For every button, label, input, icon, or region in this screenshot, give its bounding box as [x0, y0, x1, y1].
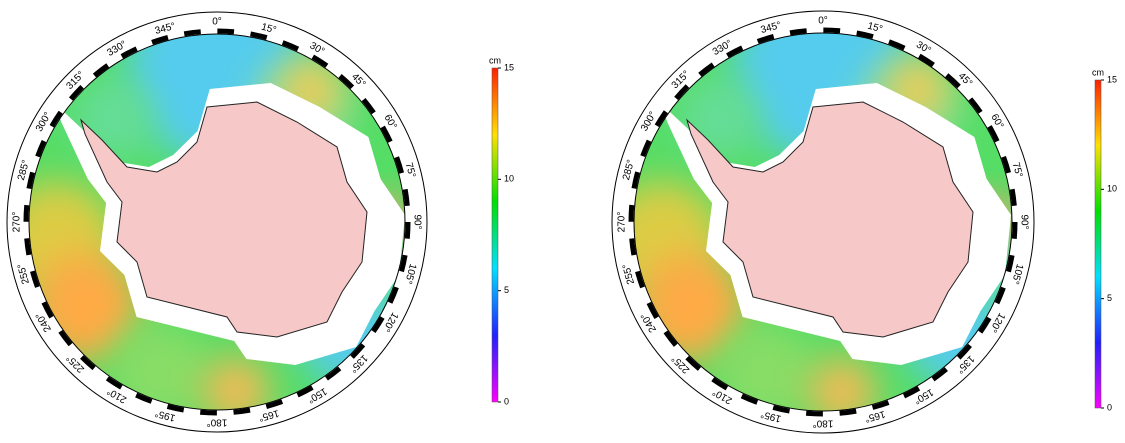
longitude-label: 255°	[621, 263, 637, 286]
longitude-label: 285°	[16, 159, 32, 182]
longitude-label: 15°	[260, 22, 277, 37]
longitude-label: 0°	[818, 16, 828, 27]
longitude-label: 180°	[207, 416, 228, 427]
polar-map: 0° 15°30°45°60°75°90°105°120°135°150°165°…	[6, 11, 514, 433]
antarctica	[686, 101, 974, 338]
longitude-label: 165°	[257, 407, 280, 423]
longitude-label: 345°	[760, 20, 783, 36]
longitude-label: 90°	[1018, 214, 1029, 229]
longitude-label: 30°	[914, 40, 933, 57]
longitude-label: 165°	[864, 408, 887, 424]
longitude-label: 30°	[308, 40, 327, 57]
polar-map: 0° 15°30°45°60°75°90°105°120°135°150°165°…	[611, 10, 1117, 434]
frame-outer	[611, 10, 1035, 434]
longitude-label: 15°	[866, 21, 883, 36]
colorbar-unit: cm	[489, 55, 501, 65]
frame-inner	[633, 32, 1013, 412]
longitude-label: 180°	[813, 417, 834, 428]
colorbar-tick-label: 15	[1107, 74, 1117, 84]
frame-inner	[28, 33, 406, 411]
longitude-label: 195°	[154, 407, 177, 423]
colorbar-tick-label: 0	[504, 396, 509, 406]
longitude-label: 195°	[760, 408, 783, 424]
longitude-label: 90°	[411, 214, 422, 229]
longitude-label: 75°	[1010, 161, 1025, 178]
longitude-label: 75°	[403, 162, 418, 179]
colorbar-tick-label: 5	[1107, 293, 1112, 303]
sea-level-blob	[716, 323, 817, 411]
colorbar-tick-label: 10	[1107, 184, 1117, 194]
longitude-label: 270°	[12, 212, 23, 233]
colorbar-unit: cm	[1092, 67, 1104, 77]
longitude-label: 105°	[402, 262, 418, 285]
colorbar-tick-label: 15	[504, 62, 514, 72]
colorbar	[491, 67, 499, 403]
longitude-label: 0°	[212, 17, 222, 28]
longitude-label: 105°	[1009, 263, 1025, 286]
colorbar-tick-label: 0	[1107, 402, 1112, 412]
longitude-label: 255°	[16, 262, 32, 285]
colorbar-tick-label: 5	[504, 285, 509, 295]
sea-level-blob	[110, 322, 211, 410]
antarctica	[80, 101, 368, 338]
frame-ring	[23, 28, 411, 416]
longitude-label: 345°	[154, 21, 177, 37]
longitude-label: 285°	[621, 159, 637, 182]
frame-outer	[6, 11, 428, 433]
longitude-label: 270°	[617, 212, 628, 233]
colorbar-tick-label: 10	[504, 174, 514, 184]
colorbar	[1094, 79, 1102, 409]
frame-ring	[628, 27, 1018, 417]
